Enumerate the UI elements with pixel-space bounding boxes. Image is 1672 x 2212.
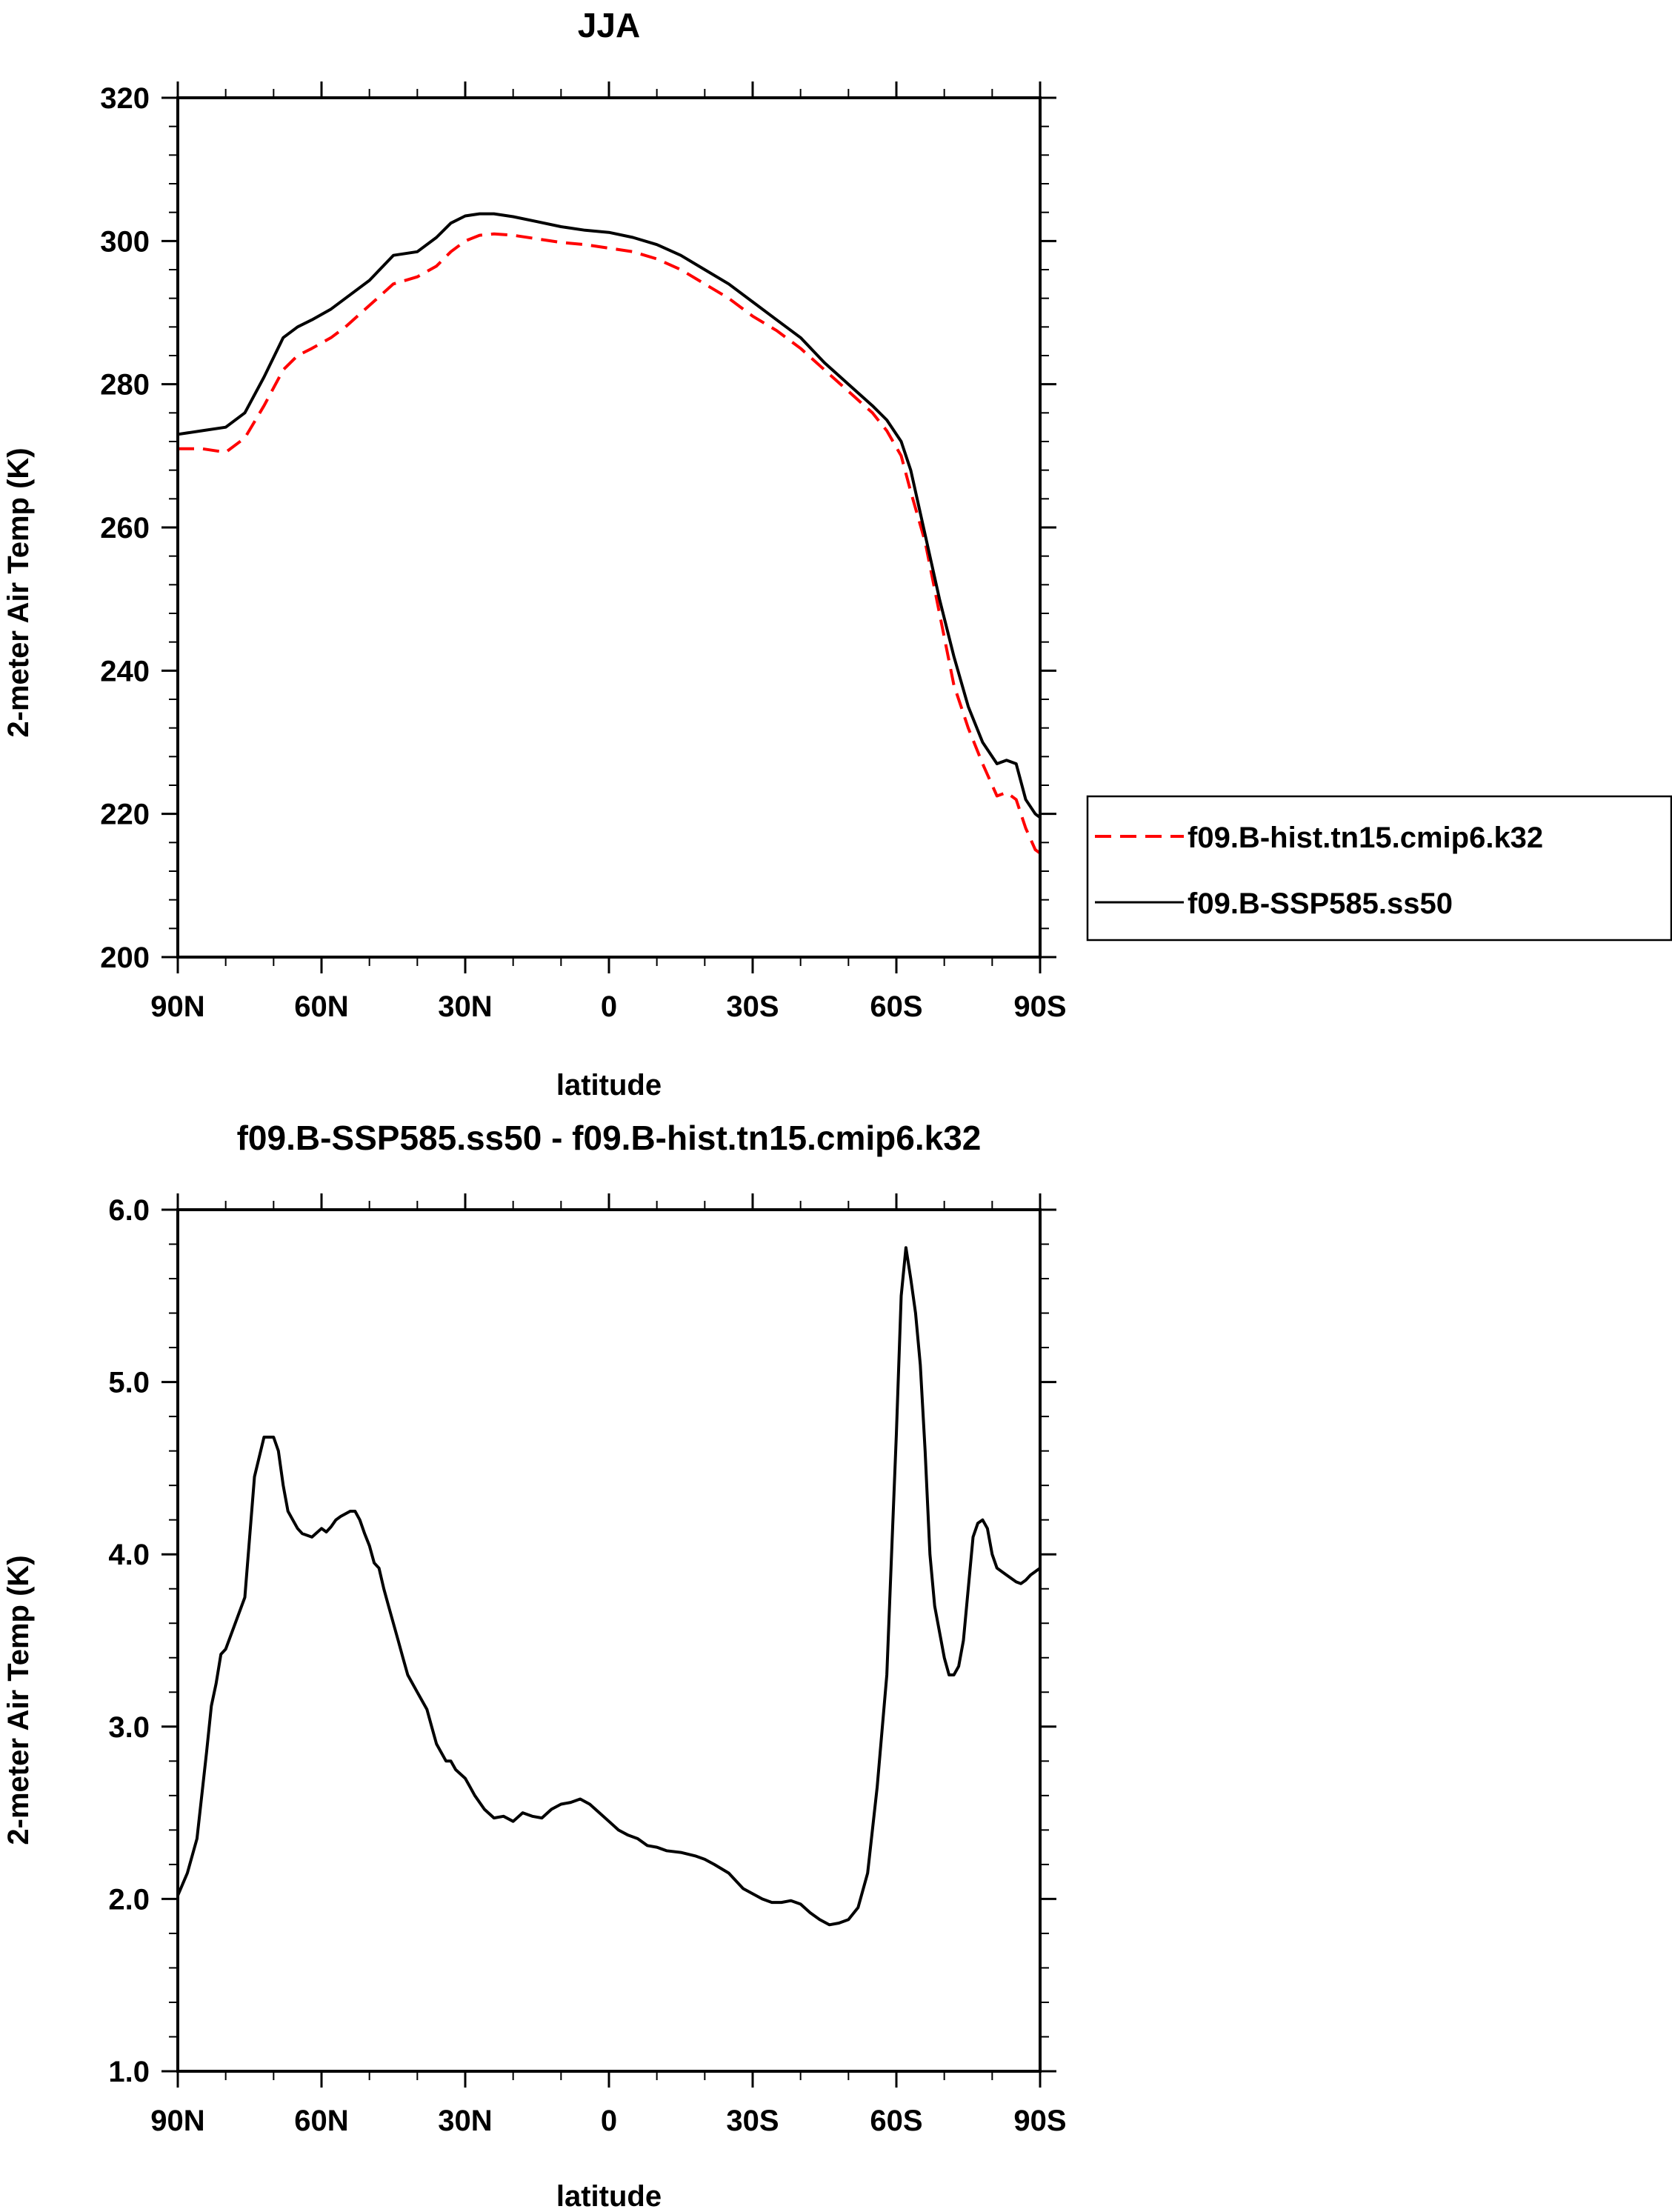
y-tick-label: 2.0 <box>108 1883 150 1916</box>
y-tick-label: 6.0 <box>108 1194 150 1227</box>
temperature-panel-ylabel: 2-meter Air Temp (K) <box>2 447 35 737</box>
x-tick-label: 30N <box>438 2105 492 2137</box>
y-tick-label: 3.0 <box>108 1711 150 1744</box>
x-tick-label: 60S <box>870 990 922 1023</box>
difference-panel-title: f09.B-SSP585.ss50 - f09.B-hist.tn15.cmip… <box>237 1119 982 1157</box>
series-line-f09-b-ssp585-ss50 <box>177 212 1042 819</box>
y-tick-label: 260 <box>100 512 150 544</box>
y-tick-label: 320 <box>100 82 150 115</box>
x-tick-label: 30S <box>726 990 779 1023</box>
difference-panel-ylabel: 2-meter Air Temp (K) <box>2 1555 35 1845</box>
y-tick-label: 200 <box>100 942 150 974</box>
series-line-difference <box>176 1246 1042 1927</box>
temperature-panel-series <box>177 212 1042 855</box>
x-tick-label: 90S <box>1013 990 1066 1023</box>
x-tick-label: 90S <box>1013 2105 1066 2137</box>
legend-label-ssp585: f09.B-SSP585.ss50 <box>1188 887 1453 920</box>
temperature-panel-xlabel: latitude <box>556 1069 662 1102</box>
x-tick-label: 30S <box>726 2105 779 2137</box>
x-tick-label: 60S <box>870 2105 922 2137</box>
temperature-panel-title: JJA <box>578 6 640 44</box>
temperature-panel: JJA latitude 2-meter Air Temp (K) 90N 60… <box>2 6 1067 1102</box>
y-tick-label: 1.0 <box>108 2056 150 2088</box>
y-tick-label: 300 <box>100 225 150 258</box>
x-tick-label: 90N <box>150 2105 204 2137</box>
x-tick-label: 0 <box>601 2105 617 2137</box>
y-tick-label: 4.0 <box>108 1539 150 1571</box>
y-tick-label: 240 <box>100 655 150 687</box>
difference-panel-tick-labels: 90N 60N 30N 0 30S 60S 90S 1.0 2.0 3.0 4.… <box>108 1194 1066 2137</box>
y-tick-label: 5.0 <box>108 1367 150 1399</box>
legend-box <box>1086 795 1672 942</box>
difference-panel-frame <box>176 1208 1042 2073</box>
difference-panel: f09.B-SSP585.ss50 - f09.B-hist.tn15.cmip… <box>2 1119 1067 2212</box>
x-tick-label: 0 <box>601 990 617 1023</box>
difference-panel-xlabel: latitude <box>556 2180 662 2212</box>
y-tick-label: 220 <box>100 799 150 831</box>
difference-panel-series <box>176 1246 1042 1927</box>
x-tick-label: 60N <box>294 990 348 1023</box>
x-tick-label: 90N <box>150 990 204 1023</box>
x-tick-label: 30N <box>438 990 492 1023</box>
x-tick-label: 60N <box>294 2105 348 2137</box>
series-line-f09-b-hist-tn15-cmip6-k32 <box>178 232 1042 855</box>
temperature-panel-frame <box>176 96 1042 959</box>
y-tick-label: 280 <box>100 369 150 402</box>
legend: f09.B-hist.tn15.cmip6.k32 f09.B-SSP585.s… <box>1086 795 1672 942</box>
legend-label-hist: f09.B-hist.tn15.cmip6.k32 <box>1188 822 1543 854</box>
temperature-panel-tick-labels: 90N 60N 30N 0 30S 60S 90S 200 220 240 26… <box>100 82 1066 1023</box>
